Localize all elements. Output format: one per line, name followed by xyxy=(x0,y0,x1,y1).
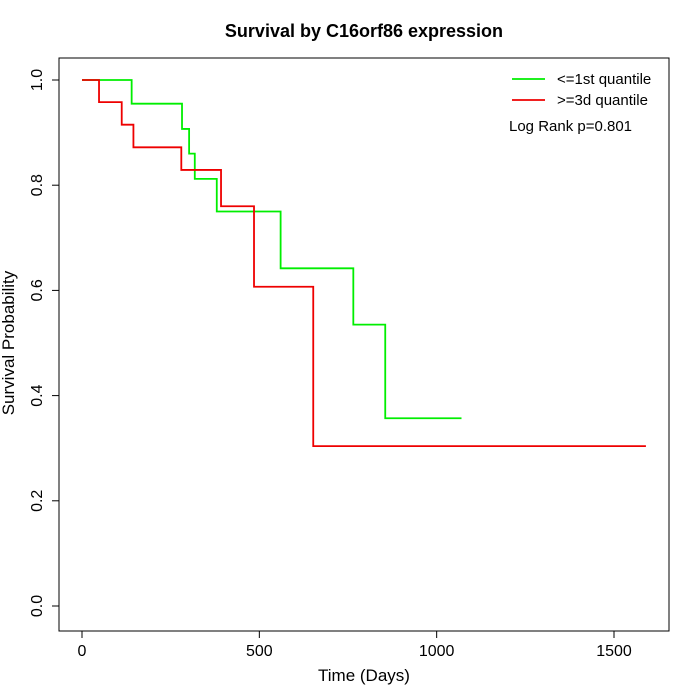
x-tick-label: 1500 xyxy=(596,643,632,660)
y-axis-label: Survival Probability xyxy=(0,270,18,415)
legend-label-1: <=1st quantile xyxy=(557,71,651,88)
y-tick-label: 0.4 xyxy=(29,384,46,406)
y-tick-label: 0.0 xyxy=(29,595,46,617)
y-axis: 0.0 0.2 0.4 0.6 0.8 1.0 xyxy=(29,69,60,617)
legend: <=1st quantile >=3d quantile xyxy=(512,71,651,109)
series-layer xyxy=(82,79,646,447)
x-tick-label: 1000 xyxy=(419,643,455,660)
x-tick-label: 500 xyxy=(246,643,273,660)
y-tick-label: 0.8 xyxy=(29,174,46,196)
y-tick-label: 0.6 xyxy=(29,279,46,301)
y-tick-label: 1.0 xyxy=(29,69,46,91)
chart-title: Survival by C16orf86 expression xyxy=(225,21,503,41)
y-tick-label: 0.2 xyxy=(29,490,46,512)
legend-label-2: >=3d quantile xyxy=(557,92,648,109)
log-rank-annotation: Log Rank p=0.801 xyxy=(509,118,632,135)
survival-curve-1 xyxy=(82,79,462,420)
x-axis-label: Time (Days) xyxy=(318,666,410,685)
x-axis: 0 500 1000 1500 xyxy=(78,630,632,660)
x-tick-label: 0 xyxy=(78,643,87,660)
survival-curve-2 xyxy=(82,79,646,447)
